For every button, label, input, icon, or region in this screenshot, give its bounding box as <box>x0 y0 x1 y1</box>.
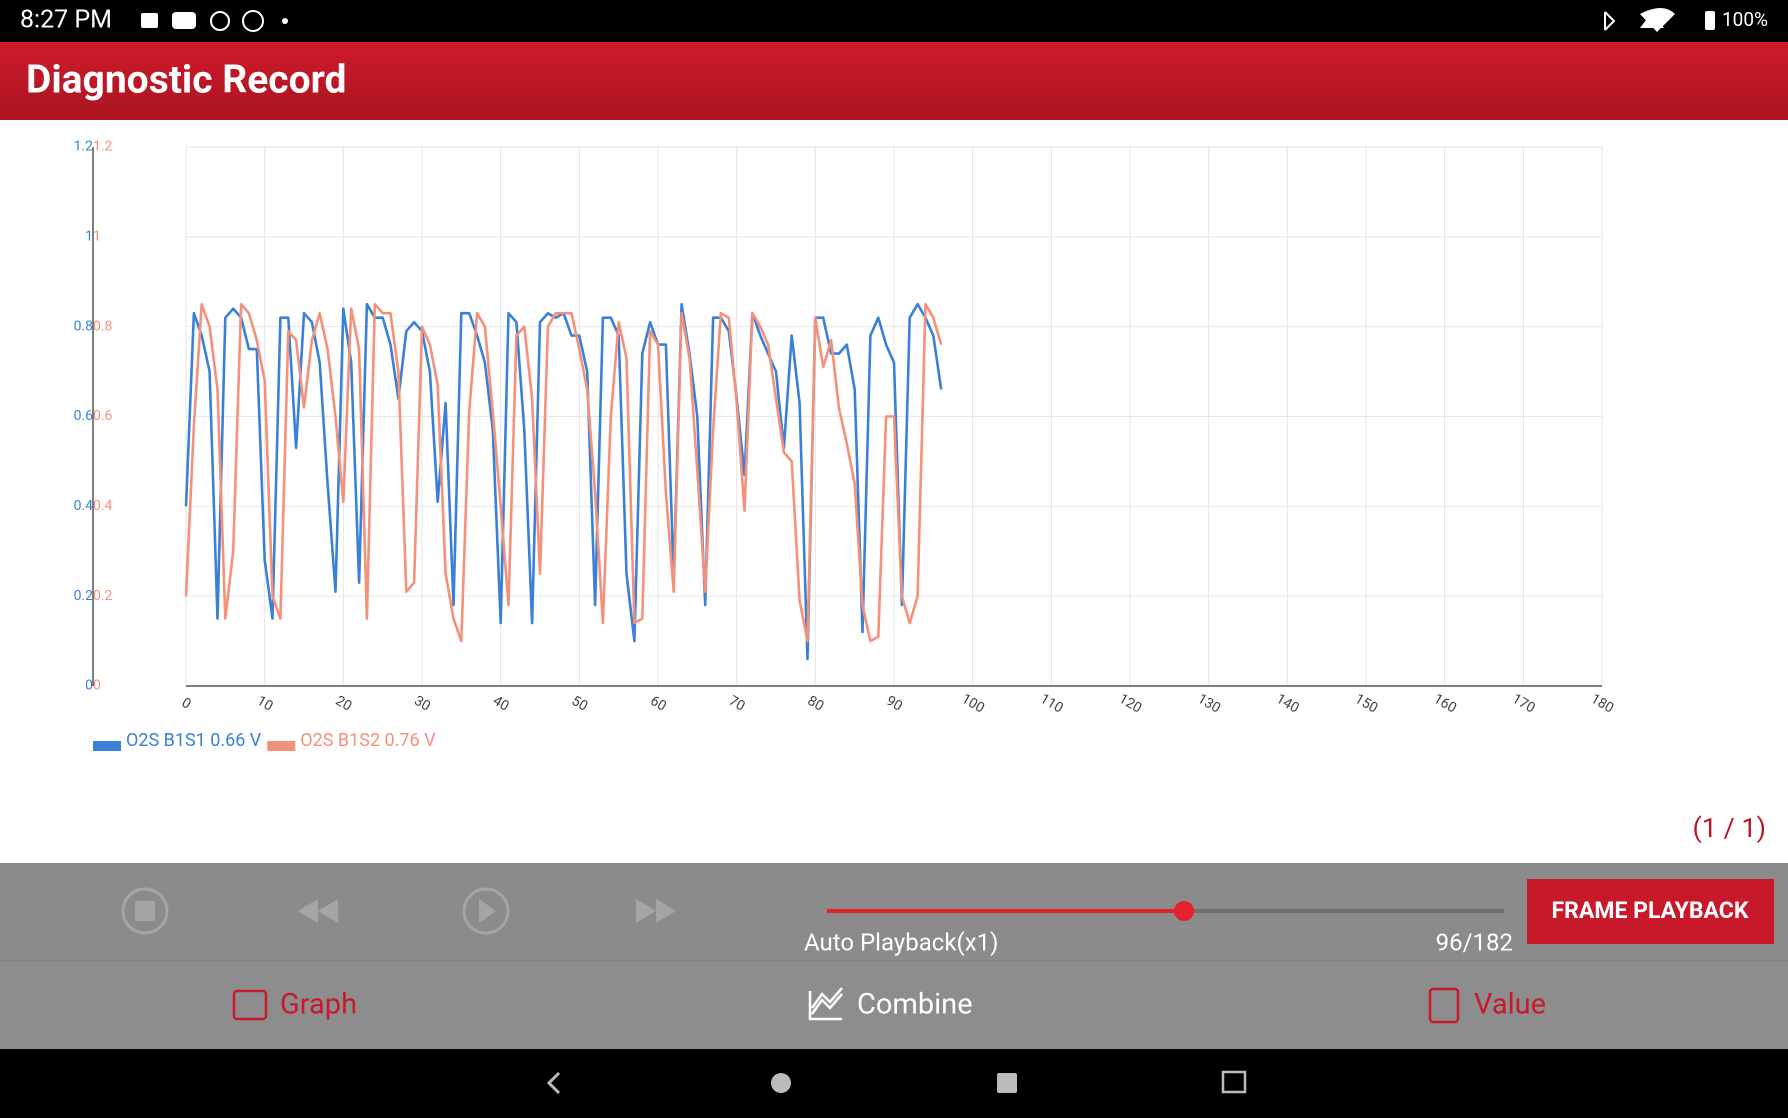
y2-tick-label: 0 <box>93 678 101 694</box>
nav-home[interactable] <box>771 1073 791 1093</box>
tab-label: Combine <box>857 988 973 1022</box>
x-tick-label: 30 <box>411 693 433 715</box>
y2-tick-label: 1 <box>93 229 101 245</box>
x-tick-label: 110 <box>1037 691 1066 717</box>
y-tick-label: 0.6 <box>74 408 94 424</box>
legend-swatch <box>93 741 121 751</box>
x-tick-label: 90 <box>883 693 905 715</box>
legend-label: O2S B1S2 0.76 V <box>300 730 436 751</box>
status-icons <box>141 8 1715 32</box>
rewind-button[interactable] <box>298 899 338 923</box>
nav-back[interactable] <box>546 1071 561 1095</box>
nav-screenshot[interactable] <box>1221 1070 1247 1094</box>
y-tick-label: 0.8 <box>74 318 94 334</box>
play-button[interactable] <box>462 887 510 935</box>
x-tick-label: 0 <box>179 695 194 713</box>
x-tick-label: 160 <box>1431 691 1460 717</box>
x-tick-label: 10 <box>254 693 276 715</box>
playback-mode: Auto Playback(x1) <box>804 928 998 956</box>
x-tick-label: 170 <box>1509 691 1538 717</box>
tab-label: Graph <box>280 988 357 1022</box>
status-time: 8:27 PM <box>20 6 112 35</box>
app-header <box>0 42 1788 120</box>
combine-tab[interactable]: Combine <box>808 987 973 1022</box>
x-tick-label: 180 <box>1588 691 1617 717</box>
y-tick-label: 1.2 <box>74 139 94 155</box>
status-battery: 100% <box>1722 8 1768 31</box>
chart: 0 10 20 30 40 50 60 70 80 90 100 110 120 130 140 150 160… <box>74 139 1617 751</box>
x-tick-label: 150 <box>1352 691 1381 717</box>
graph-icon <box>232 989 268 1021</box>
y2-tick-label: 0.8 <box>93 318 113 334</box>
combine-icon <box>808 987 843 1021</box>
y-tick-label: 1 <box>85 229 93 245</box>
y-tick-label: 0.2 <box>74 588 94 604</box>
x-tick-label: 70 <box>726 693 748 715</box>
value-icon <box>1428 987 1460 1024</box>
y2-tick-label: 0.2 <box>93 588 113 604</box>
x-tick-label: 120 <box>1116 691 1145 717</box>
slider-knob[interactable] <box>1174 901 1195 921</box>
y-tick-label: 0.4 <box>74 498 94 514</box>
frame-playback-button[interactable] <box>1527 879 1774 944</box>
status-bar <box>0 0 1788 42</box>
x-tick-label: 140 <box>1273 691 1302 717</box>
tab-label: Value <box>1474 988 1546 1022</box>
y2-tick-label: 1.2 <box>93 139 113 155</box>
x-tick-label: 130 <box>1195 691 1224 717</box>
tab-bar <box>0 961 1788 1049</box>
legend-label: O2S B1S1 0.66 V <box>126 730 262 751</box>
series-line <box>184 302 943 643</box>
playback-controls <box>121 887 676 935</box>
y-tick-label: 0 <box>85 678 93 694</box>
legend-swatch <box>267 741 296 751</box>
graph-tab[interactable]: Graph <box>232 988 357 1022</box>
x-tick-label: 60 <box>647 693 669 715</box>
y2-tick-label: 0.6 <box>93 408 113 424</box>
x-tick-label: 20 <box>333 693 355 715</box>
page-indicator: (1 / 1) <box>1692 812 1766 844</box>
y2-tick-label: 0.4 <box>93 498 113 514</box>
stop-button[interactable] <box>121 887 169 935</box>
nav-recents[interactable] <box>997 1073 1017 1093</box>
x-tick-label: 80 <box>805 693 827 715</box>
x-tick-label: 50 <box>569 693 591 715</box>
x-tick-label: 40 <box>490 693 512 715</box>
header-title: Diagnostic Record <box>26 56 347 102</box>
frame-counter: 96/182 <box>1436 928 1513 956</box>
frame-playback-label: FRAME PLAYBACK <box>1552 897 1749 924</box>
nav-bar <box>0 1049 1788 1118</box>
x-tick-label: 100 <box>959 691 988 717</box>
value-tab[interactable]: Value <box>1428 987 1546 1024</box>
fast-forward-button[interactable] <box>636 899 676 923</box>
